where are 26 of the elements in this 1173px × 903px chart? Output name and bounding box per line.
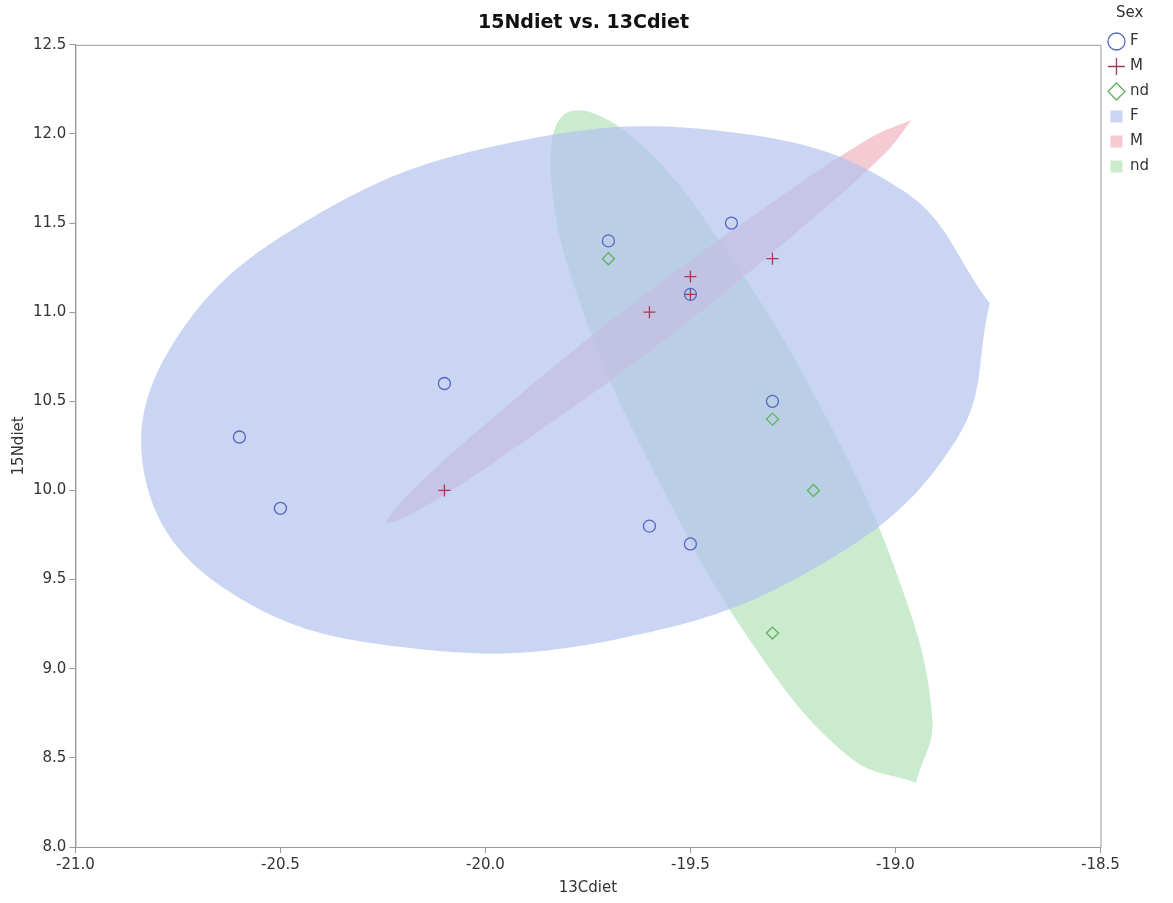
x-tick-label: -20.5 bbox=[261, 854, 300, 873]
y-tick-label: 12.5 bbox=[32, 34, 67, 53]
y-tick-label: 8.0 bbox=[42, 836, 67, 855]
y-tick-label: 8.5 bbox=[42, 747, 67, 766]
legend-label: M bbox=[1129, 56, 1143, 75]
legend-label: nd bbox=[1129, 156, 1149, 175]
y-tick-label: 10.0 bbox=[32, 480, 67, 499]
x-tick-label: -19.5 bbox=[671, 854, 710, 873]
x-axis-title: 13Cdiet bbox=[558, 877, 618, 896]
x-tick-label: -19.0 bbox=[876, 854, 915, 873]
legend-label: F bbox=[1129, 31, 1139, 50]
x-tick-label: -18.5 bbox=[1081, 854, 1120, 873]
y-axis-title: 15Ndiet bbox=[8, 416, 27, 476]
y-tick-label: 10.5 bbox=[32, 391, 67, 410]
y-tick-label: 12.0 bbox=[32, 123, 67, 142]
chart-title: 15Ndiet vs. 13Cdiet bbox=[477, 10, 690, 33]
legend-title: Sex bbox=[1116, 3, 1144, 22]
y-tick-label: 9.5 bbox=[42, 569, 67, 588]
x-tick-label: -20.0 bbox=[466, 854, 505, 873]
legend-label: F bbox=[1129, 106, 1139, 125]
legend-label: nd bbox=[1129, 81, 1149, 100]
y-tick-label: 11.0 bbox=[32, 302, 67, 321]
y-tick-label: 11.5 bbox=[32, 212, 67, 231]
legend-label: M bbox=[1129, 131, 1143, 150]
x-tick-label: -21.0 bbox=[55, 854, 95, 873]
y-tick-label: 9.0 bbox=[42, 658, 67, 677]
